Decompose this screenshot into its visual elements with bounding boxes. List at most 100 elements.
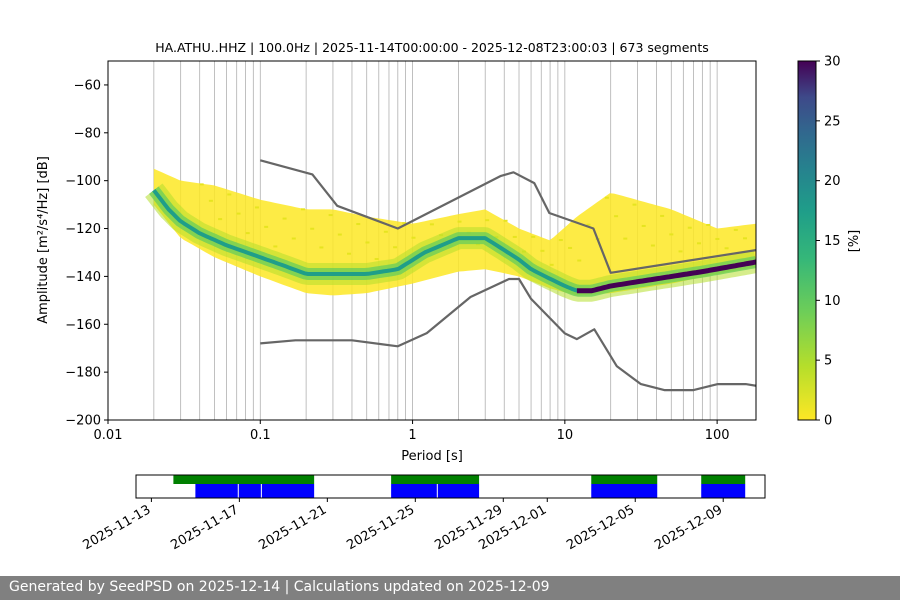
- ppsd-speckle: [457, 220, 462, 223]
- ppsd-speckle: [733, 228, 738, 231]
- y-tick-label: −160: [65, 318, 101, 333]
- ppsd-speckle: [558, 239, 563, 242]
- ppsd-speckle: [282, 217, 287, 220]
- availability-bar: [701, 475, 746, 484]
- y-tick-label: −100: [65, 174, 101, 189]
- ppsd-speckle: [549, 263, 554, 266]
- noise-models: [260, 159, 756, 392]
- x-tick-label: 100: [705, 428, 730, 443]
- timeline-bars: [173, 475, 746, 498]
- ppsd-plot-area: 0.01 0.1 1 10 100 −60 −80 −100 −120 −140 −160 −180…: [65, 60, 757, 443]
- timeline-tick-label: 2025-11-21: [256, 502, 329, 553]
- ppsd-speckle: [264, 225, 269, 228]
- ppsd-speckle: [641, 224, 646, 227]
- ppsd-speckle: [429, 223, 434, 226]
- colorbar-tick-label: 5: [824, 354, 832, 369]
- ppsd-speckle: [503, 219, 508, 222]
- ppsd-speckle: [687, 226, 692, 229]
- ppsd-speckle: [356, 223, 361, 226]
- availability-bar: [173, 475, 315, 484]
- colorbar-tick-label: 0: [824, 414, 832, 429]
- ppsd-speckle: [604, 196, 609, 199]
- x-axis-label: Period [s]: [401, 449, 463, 464]
- timeline-tick-label: 2025-12-05: [564, 502, 637, 553]
- y-tick-label: −60: [74, 78, 101, 93]
- ppsd-speckle: [328, 214, 333, 217]
- ppsd-speckle: [632, 203, 637, 206]
- y-tick-label: −120: [65, 222, 101, 237]
- y-tick-label: −180: [65, 366, 101, 381]
- noise-model-low: [260, 277, 756, 392]
- ppsd-speckle: [291, 237, 296, 240]
- colorbar-gradient: [798, 61, 816, 420]
- colorbar-tick-label: 15: [824, 234, 841, 249]
- timeline-tick-label: 2025-12-09: [652, 502, 725, 553]
- ppsd-speckle: [199, 183, 204, 186]
- timeline-tick-label: 2025-11-25: [344, 502, 417, 553]
- x-tick-label: 1: [408, 428, 416, 443]
- segment-bar: [195, 484, 315, 498]
- colorbar: 0 5 10 15 20 25 30 [%]: [797, 55, 862, 429]
- ppsd-speckle: [227, 193, 232, 196]
- ppsd-speckle: [374, 258, 379, 261]
- y-axis-label: Amplitude [m²/s⁴/Hz] [dB]: [36, 156, 51, 324]
- colorbar-label: [%]: [847, 230, 862, 253]
- ppsd-speckle: [678, 250, 683, 253]
- data-timeline: 2025-11-13 2025-11-17 2025-11-21 2025-11-25…: [80, 474, 766, 553]
- ppsd-speckle: [273, 245, 278, 248]
- ppsd-speckle: [383, 230, 388, 233]
- segment-bar: [591, 484, 658, 498]
- ppsd-speckle: [411, 236, 416, 239]
- timeline-tick-label: 2025-11-17: [168, 502, 241, 553]
- chart-title: HA.ATHU..HHZ | 100.0Hz | 2025-11-14T00:0…: [155, 40, 708, 55]
- ppsd-speckle: [531, 235, 536, 238]
- ppsd-speckle: [402, 222, 407, 225]
- footer-bar: Generated by SeedPSD on 2025-12-14 | Cal…: [0, 576, 900, 600]
- ppsd-speckle: [218, 218, 223, 221]
- timeline-date-ticks: 2025-11-13 2025-11-17 2025-11-21 2025-11-25…: [80, 498, 725, 553]
- ppsd-speckle: [254, 206, 259, 209]
- ppsd-speckle: [310, 227, 315, 230]
- ppsd-speckle: [586, 223, 591, 226]
- availability-bar: [591, 475, 658, 484]
- ppsd-speckle: [706, 223, 711, 226]
- ppsd-speckle: [245, 232, 250, 235]
- colorbar-tick-label: 10: [824, 294, 841, 309]
- ppsd-speckle: [623, 237, 628, 240]
- y-axis-ticks: −60 −80 −100 −120 −140 −160 −180 −200: [65, 78, 108, 429]
- segment-bar: [391, 484, 480, 498]
- ppsd-speckle: [365, 241, 370, 244]
- colorbar-ticks: 0 5 10 15 20 25 30: [816, 55, 841, 429]
- ppsd-speckle: [485, 219, 490, 222]
- colorbar-tick-label: 30: [824, 55, 841, 70]
- ppsd-speckle: [236, 212, 241, 215]
- ppsd-speckle: [347, 252, 352, 255]
- y-tick-label: −200: [65, 414, 101, 429]
- ppsd-speckle: [650, 244, 655, 247]
- x-tick-label: 0.01: [94, 428, 123, 443]
- ppsd-speckle: [208, 199, 213, 202]
- ppsd-speckle: [337, 233, 342, 236]
- availability-bar: [391, 475, 480, 484]
- timeline-tick-label: 2025-11-13: [80, 502, 153, 553]
- ppsd-speckle: [660, 214, 665, 217]
- ppsd-speckle: [300, 208, 305, 211]
- ppsd-speckle: [540, 249, 545, 252]
- ppsd-speckle: [743, 237, 748, 240]
- ppsd-speckle: [724, 247, 729, 250]
- ppsd-speckle: [669, 233, 674, 236]
- ppsd-speckle: [696, 242, 701, 245]
- ppsd-speckle: [568, 246, 573, 249]
- x-axis-ticks: 0.01 0.1 1 10 100: [94, 420, 730, 443]
- ppsd-speckle: [614, 215, 619, 218]
- ppsd-speckle: [319, 246, 324, 249]
- footer-text: Generated by SeedPSD on 2025-12-14 | Cal…: [9, 579, 550, 595]
- ppsd-mode-band: [145, 183, 756, 302]
- x-tick-label: 10: [557, 428, 574, 443]
- y-tick-label: −140: [65, 270, 101, 285]
- plot-frame: [107, 60, 757, 421]
- colorbar-tick-label: 20: [824, 174, 841, 189]
- segment-bar: [701, 484, 746, 498]
- noise-model-high: [260, 159, 756, 274]
- ppsd-speckle: [577, 259, 582, 262]
